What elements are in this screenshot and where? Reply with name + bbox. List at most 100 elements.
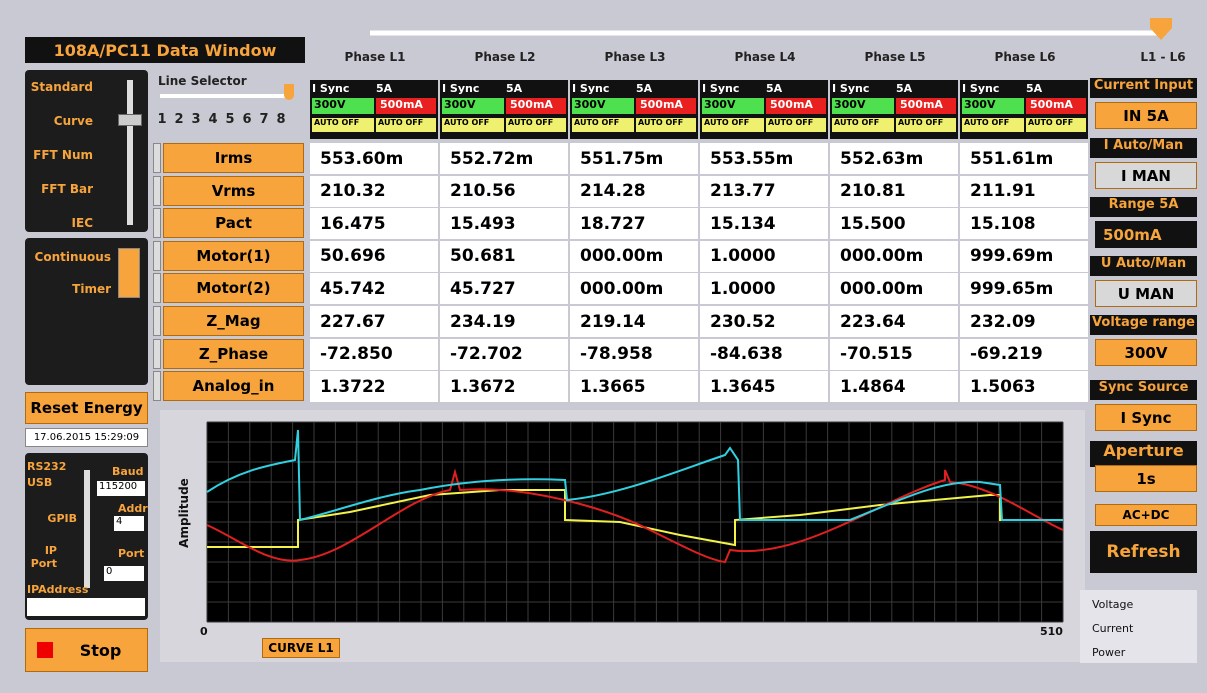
row-label[interactable]: Analog_in: [163, 371, 304, 402]
setting-value[interactable]: 300V: [1095, 339, 1197, 366]
value-cell: 223.64: [830, 306, 958, 337]
value-cell: 50.681: [440, 240, 568, 272]
current-label: 5A: [506, 82, 523, 95]
auto-label[interactable]: AUTO OFF: [506, 118, 566, 132]
value-cell: 1.0000: [700, 240, 828, 272]
phase-header: Phase L4: [734, 50, 796, 64]
slider-thumb[interactable]: [1150, 18, 1172, 40]
row-label[interactable]: Motor(2): [163, 273, 304, 304]
timestamp: 17.06.2015 15:29:09: [25, 428, 148, 447]
value-cell: 000.00m: [570, 240, 698, 272]
stop-icon: [37, 642, 53, 658]
row-label[interactable]: Irms: [163, 143, 304, 173]
setting-value[interactable]: I MAN: [1095, 162, 1197, 189]
setting-value[interactable]: 500mA: [1095, 221, 1197, 248]
row-label[interactable]: Motor(1): [163, 240, 304, 271]
row-spinner[interactable]: [153, 273, 161, 304]
line-tick: 4: [208, 112, 218, 127]
baud-field: 115200: [97, 481, 145, 496]
ip-label: IPAddress: [27, 583, 89, 596]
mode-option[interactable]: FFT Num: [33, 148, 93, 162]
value-cell: 999.65m: [960, 273, 1088, 305]
addr-field[interactable]: 4: [114, 516, 144, 531]
auto-label[interactable]: AUTO OFF: [312, 118, 374, 132]
setting-label: Range 5A: [1090, 197, 1197, 217]
auto-label[interactable]: AUTO OFF: [1026, 118, 1086, 132]
mode-thumb[interactable]: [118, 114, 142, 126]
auto-label[interactable]: AUTO OFF: [962, 118, 1024, 132]
range-label: 500mA: [896, 98, 956, 114]
value-cell: -69.219: [960, 338, 1088, 370]
value-cell: 1.3665: [570, 371, 698, 403]
auto-label[interactable]: AUTO OFF: [766, 118, 826, 132]
setting-value[interactable]: I Sync: [1095, 404, 1197, 431]
value-cell: 230.52: [700, 306, 828, 337]
value-cell: 1.3672: [440, 371, 568, 403]
setting-label: Aperture: [1090, 441, 1197, 467]
stop-button[interactable]: Stop: [25, 628, 148, 672]
mode-option[interactable]: Curve: [53, 114, 93, 128]
row-spinner[interactable]: [153, 175, 161, 206]
auto-label[interactable]: AUTO OFF: [702, 118, 764, 132]
mode-option[interactable]: IEC: [71, 216, 93, 230]
comm-option[interactable]: GPIB: [47, 512, 77, 525]
window-title: 108A/PC11 Data Window: [25, 37, 305, 63]
line-tick: 5: [225, 112, 235, 127]
value-cell: 553.60m: [310, 143, 438, 174]
current-label: 5A: [1026, 82, 1043, 95]
range-label: 500mA: [506, 98, 566, 114]
value-cell: 219.14: [570, 306, 698, 337]
value-cell: -72.702: [440, 338, 568, 370]
value-cell: 213.77: [700, 175, 828, 207]
row-label[interactable]: Z_Phase: [163, 338, 304, 369]
voltage-label: 300V: [832, 98, 894, 114]
value-cell: 1.0000: [700, 273, 828, 305]
auto-label[interactable]: AUTO OFF: [896, 118, 956, 132]
row-spinner[interactable]: [153, 306, 161, 336]
timer-switch[interactable]: [118, 248, 140, 298]
row-spinner[interactable]: [153, 371, 161, 402]
auto-label[interactable]: AUTO OFF: [572, 118, 634, 132]
setting-value[interactable]: IN 5A: [1095, 102, 1197, 129]
setting-value[interactable]: 1s: [1095, 465, 1197, 492]
row-spinner[interactable]: [153, 143, 161, 173]
sync-label: I Sync: [312, 82, 350, 95]
auto-label[interactable]: AUTO OFF: [376, 118, 436, 132]
mode-option[interactable]: Standard: [30, 80, 93, 94]
auto-label[interactable]: AUTO OFF: [442, 118, 504, 132]
comm-option[interactable]: USB: [27, 476, 53, 489]
ip-field[interactable]: [27, 598, 145, 616]
comm-option[interactable]: IP Port: [30, 544, 57, 570]
auto-label[interactable]: AUTO OFF: [636, 118, 696, 132]
line-slider-thumb[interactable]: [284, 84, 294, 100]
phase-header: Phase L1: [344, 50, 406, 64]
row-spinner[interactable]: [153, 208, 161, 239]
value-cell: 45.727: [440, 273, 568, 305]
auto-label[interactable]: AUTO OFF: [832, 118, 894, 132]
setting-value[interactable]: U MAN: [1095, 280, 1197, 307]
reset-button[interactable]: Reset Energy: [25, 392, 148, 424]
value-cell: 15.500: [830, 208, 958, 240]
voltage-label: 300V: [962, 98, 1024, 114]
line-tick: 6: [242, 112, 252, 127]
voltage-label: 300V: [572, 98, 634, 114]
port-field[interactable]: 0: [104, 566, 144, 581]
line-tick: 3: [191, 112, 201, 127]
curve-select[interactable]: CURVE L1: [262, 638, 340, 658]
row-label[interactable]: Z_Mag: [163, 306, 304, 336]
row-label[interactable]: Pact: [163, 208, 304, 239]
current-wave: [206, 468, 1064, 564]
value-cell: 1.5063: [960, 371, 1088, 403]
timer-option[interactable]: Timer: [72, 282, 111, 296]
row-label[interactable]: Vrms: [163, 175, 304, 206]
row-spinner[interactable]: [153, 240, 161, 271]
coupling-select[interactable]: AC+DC: [1095, 504, 1197, 526]
timer-option[interactable]: Continuous: [34, 250, 111, 264]
refresh-button[interactable]: Refresh: [1090, 531, 1197, 573]
value-cell: 210.56: [440, 175, 568, 207]
row-spinner[interactable]: [153, 338, 161, 369]
line-slider-track: [160, 94, 290, 98]
comm-option[interactable]: RS232: [27, 460, 67, 473]
mode-option[interactable]: FFT Bar: [41, 182, 93, 196]
